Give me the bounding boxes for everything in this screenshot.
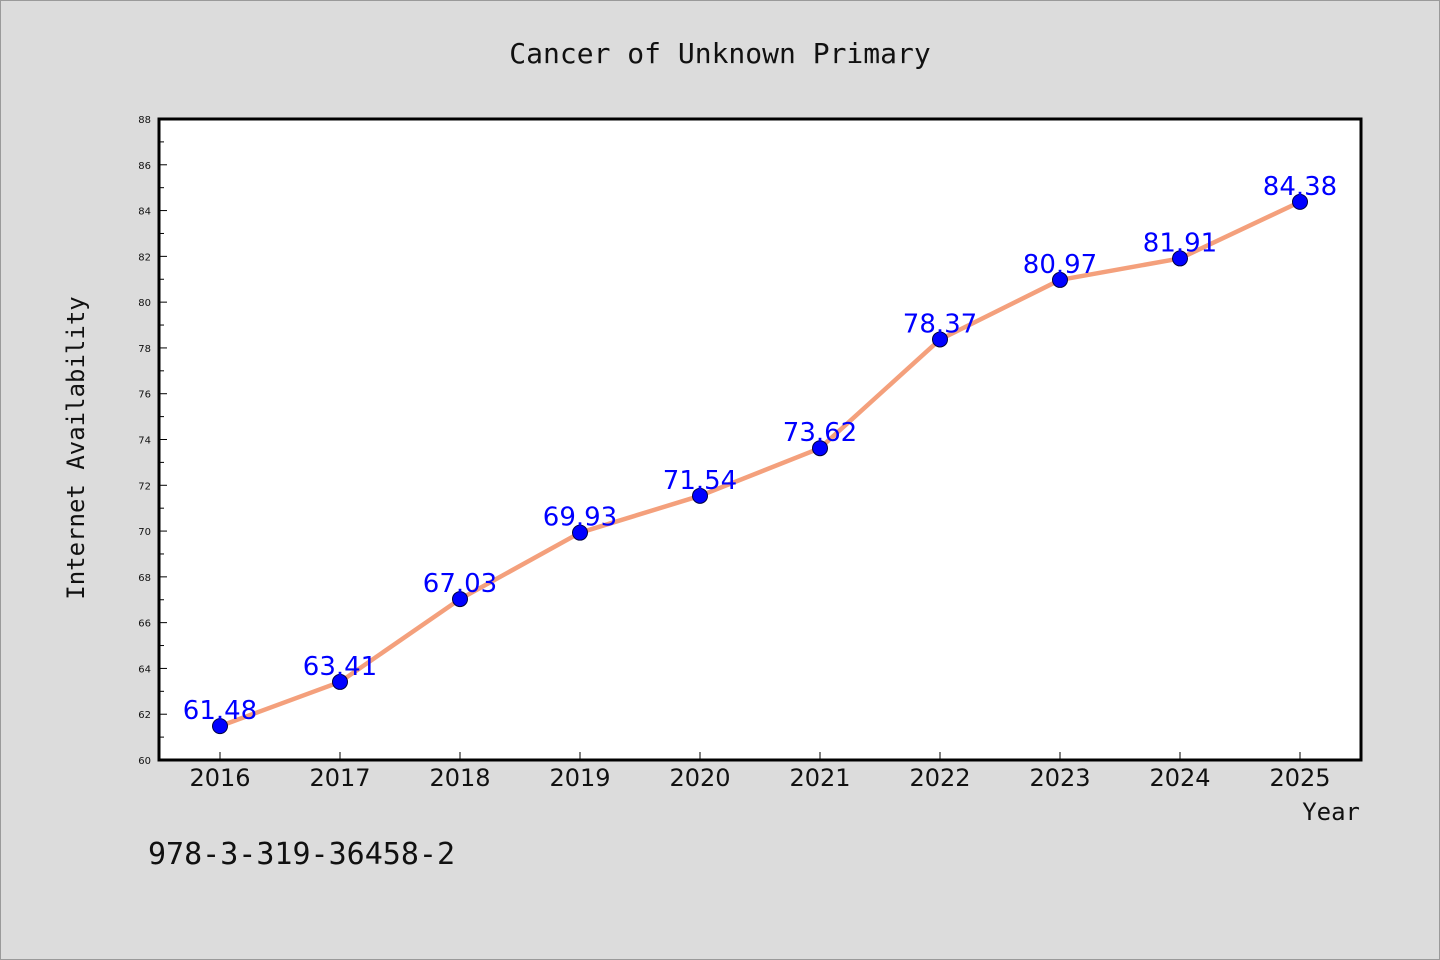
data-label: 69.93 xyxy=(543,503,617,533)
y-tick-label: 68 xyxy=(138,573,151,584)
data-point xyxy=(332,673,348,690)
x-tick-label: 2017 xyxy=(309,764,370,792)
data-label: 84.38 xyxy=(1263,172,1337,202)
data-label: 78.37 xyxy=(903,309,977,339)
y-tick-label: 86 xyxy=(138,161,151,172)
data-label: 63.41 xyxy=(303,652,377,682)
data-point xyxy=(1052,271,1068,288)
data-point xyxy=(692,487,708,504)
data-point xyxy=(932,331,948,348)
y-tick-label: 76 xyxy=(138,390,151,401)
y-tick-label: 72 xyxy=(138,481,151,492)
data-label: 67.03 xyxy=(423,569,497,599)
data-label: 81.91 xyxy=(1143,228,1217,258)
y-tick-label: 78 xyxy=(138,344,151,355)
x-tick-label: 2016 xyxy=(189,764,250,792)
data-label: 71.54 xyxy=(663,466,737,496)
x-tick-label: 2023 xyxy=(1029,764,1090,792)
data-label: 73.62 xyxy=(783,418,857,448)
x-tick-label: 2021 xyxy=(789,764,850,792)
data-label: 80.97 xyxy=(1023,250,1097,280)
x-tick-label: 2025 xyxy=(1269,764,1330,792)
series-line: 61.48 63.41 67.03 69.93 71.54 73.62 78.37 80.97… xyxy=(183,172,1337,735)
y-tick-label: 80 xyxy=(138,298,151,309)
data-point xyxy=(1292,193,1308,210)
x-tick-label: 2020 xyxy=(669,764,730,792)
y-tick-label: 60 xyxy=(138,756,151,767)
y-tick-label: 64 xyxy=(138,664,151,675)
y-tick-label: 82 xyxy=(138,252,151,263)
y-tick-label: 66 xyxy=(138,619,151,630)
x-tick-label: 2022 xyxy=(909,764,970,792)
x-axis-title: Year xyxy=(1302,798,1360,826)
data-point xyxy=(812,440,828,457)
chart-title: Cancer of Unknown Primary xyxy=(509,37,930,70)
y-tick-label: 84 xyxy=(138,207,151,218)
y-axis: 60 62 64 66 68 70 72 74 76 78 80 82 84 86 88 xyxy=(138,115,167,767)
y-tick-label: 70 xyxy=(138,527,151,538)
y-tick-label: 74 xyxy=(138,436,151,447)
plot-area xyxy=(157,117,1363,762)
x-tick-label: 2019 xyxy=(549,764,610,792)
data-label: 61.48 xyxy=(183,696,257,726)
series-path xyxy=(217,199,1303,729)
footnote-isbn: 978-3-319-36458-2 xyxy=(148,837,455,872)
x-tick-label: 2018 xyxy=(429,764,490,792)
y-tick-label: 62 xyxy=(138,710,151,721)
data-point xyxy=(212,718,228,735)
y-tick-label: 88 xyxy=(138,115,151,126)
data-point xyxy=(452,591,468,608)
data-point xyxy=(1172,250,1188,267)
x-axis: 2016 2017 2018 2019 2020 2021 2022 2023 2024 2025 xyxy=(189,752,1331,792)
y-axis-title: Internet Availability xyxy=(62,296,90,599)
x-tick-label: 2024 xyxy=(1149,764,1210,792)
data-point xyxy=(572,524,588,541)
